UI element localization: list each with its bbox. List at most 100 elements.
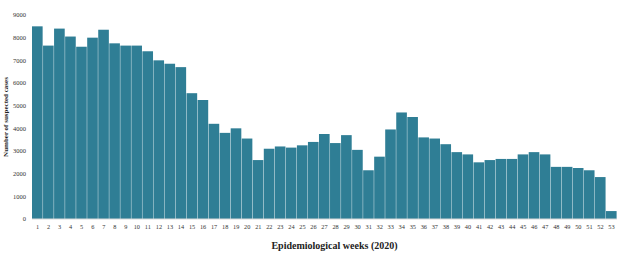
x-tick-label: 30: [354, 223, 360, 230]
x-tick-label: 1: [36, 223, 39, 230]
x-tick-label: 16: [200, 223, 206, 230]
x-tick-label: 42: [487, 223, 493, 230]
bar: [109, 43, 120, 219]
bar: [43, 46, 54, 219]
bar: [286, 148, 297, 219]
x-tick-label: 29: [343, 223, 349, 230]
bar: [496, 159, 507, 219]
bars: [32, 26, 617, 219]
x-tick-label: 3: [58, 223, 61, 230]
bar: [418, 137, 429, 219]
bar: [551, 167, 562, 219]
bar: [275, 146, 286, 219]
bar: [187, 93, 198, 219]
x-tick-label: 45: [520, 223, 526, 230]
x-tick-label: 6: [91, 223, 94, 230]
x-tick-label: 9: [124, 223, 127, 230]
x-tick-label: 4: [69, 223, 73, 230]
x-tick-label: 32: [377, 223, 383, 230]
chart-container: 0100020003000400050006000700080009000123…: [0, 0, 624, 257]
x-tick-label: 34: [399, 223, 406, 230]
bar: [297, 145, 308, 219]
bar: [606, 211, 617, 219]
y-tick-label: 6000: [13, 79, 26, 86]
bar: [507, 159, 518, 219]
y-tick-label: 8000: [13, 34, 26, 41]
chart-svg: 0100020003000400050006000700080009000123…: [0, 0, 624, 257]
x-tick-label: 50: [575, 223, 581, 230]
x-tick-label: 40: [465, 223, 471, 230]
bar: [120, 46, 131, 219]
y-tick-label: 3000: [13, 147, 26, 154]
x-tick-label: 19: [233, 223, 239, 230]
bar: [209, 124, 220, 219]
bar: [385, 129, 396, 219]
x-tick-label: 21: [255, 223, 261, 230]
x-tick-label: 31: [366, 223, 372, 230]
bar: [595, 177, 606, 219]
x-tick-label: 53: [608, 223, 614, 230]
x-tick-label: 46: [531, 223, 537, 230]
bar: [65, 37, 76, 219]
bar: [198, 100, 209, 219]
x-tick-label: 13: [167, 223, 173, 230]
x-tick-label: 20: [244, 223, 250, 230]
y-axis-title: Number of suspected cases: [2, 77, 10, 157]
bar: [153, 60, 164, 219]
x-tick-label: 33: [388, 223, 394, 230]
x-tick-label: 18: [222, 223, 228, 230]
y-tick-label: 0: [23, 215, 26, 222]
y-tick-label: 2000: [13, 170, 26, 177]
bar: [54, 29, 65, 219]
x-tick-label: 22: [266, 223, 272, 230]
x-axis-title: Epidemiological weeks (2020): [271, 240, 397, 252]
x-tick-label: 27: [321, 223, 327, 230]
bar: [308, 142, 319, 219]
y-ticks: 0100020003000400050006000700080009000: [13, 11, 26, 222]
bar: [540, 154, 551, 219]
bar: [220, 133, 231, 219]
x-tick-label: 28: [332, 223, 338, 230]
bar: [396, 112, 407, 219]
y-tick-label: 9000: [13, 11, 26, 18]
y-tick-label: 1000: [13, 193, 26, 200]
x-tick-label: 35: [410, 223, 416, 230]
x-tick-label: 15: [189, 223, 195, 230]
x-tick-label: 2: [47, 223, 50, 230]
bar: [175, 67, 186, 219]
bar: [440, 144, 451, 219]
bar: [87, 38, 98, 219]
x-ticks: 1234567891011121314151617181920212223242…: [36, 223, 615, 230]
bar: [231, 128, 242, 219]
x-tick-label: 36: [421, 223, 427, 230]
bar: [451, 152, 462, 219]
bar: [131, 46, 142, 219]
bar: [485, 160, 496, 219]
bar: [363, 170, 374, 219]
y-tick-label: 4000: [13, 125, 26, 132]
x-axis-line: [32, 219, 617, 220]
bar: [518, 154, 529, 219]
bar: [32, 26, 43, 219]
x-tick-label: 41: [476, 223, 482, 230]
x-tick-label: 14: [178, 223, 185, 230]
bar: [529, 152, 540, 219]
bar: [573, 168, 584, 219]
x-tick-label: 11: [145, 223, 151, 230]
bar: [341, 135, 352, 219]
bar: [98, 30, 109, 219]
bar: [264, 149, 275, 219]
bar: [253, 160, 264, 219]
x-tick-label: 39: [454, 223, 460, 230]
bar: [474, 162, 485, 219]
x-tick-label: 26: [310, 223, 316, 230]
x-tick-label: 24: [288, 223, 295, 230]
bar: [562, 167, 573, 219]
x-tick-label: 52: [597, 223, 603, 230]
x-tick-label: 7: [102, 223, 105, 230]
bar: [319, 134, 330, 219]
x-tick-label: 10: [134, 223, 140, 230]
bar: [352, 150, 363, 219]
bar: [76, 47, 87, 219]
bar: [374, 157, 385, 219]
